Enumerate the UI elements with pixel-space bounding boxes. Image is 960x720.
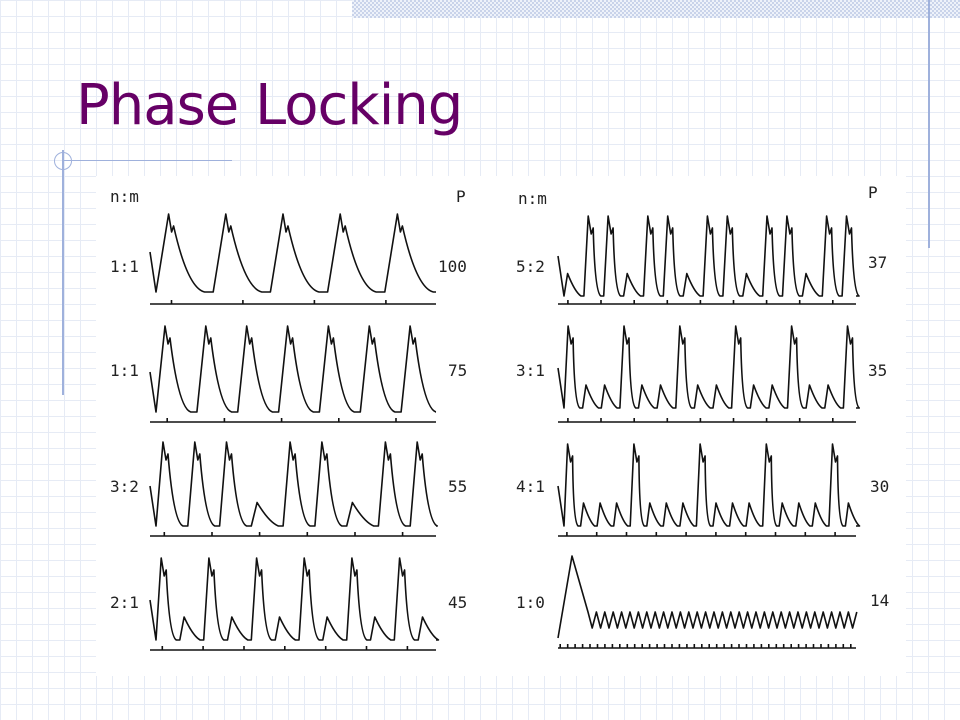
left-row-3-p: 55	[448, 477, 467, 496]
right-row-3-ratio: 4:1	[516, 477, 545, 496]
right-row-4-p: 14	[870, 591, 889, 610]
left-row-1-ratio: 1:1	[110, 257, 139, 276]
left-row-2-trace	[149, 325, 437, 413]
right-row-2-p: 35	[868, 361, 887, 380]
header-decor-band	[352, 0, 960, 18]
left-row-1-p: 100	[438, 257, 467, 276]
traces-canvas: n:m P 1:1 100 1:1 75 3:2 55 2:1 45 n:m	[110, 183, 889, 651]
right-row-4-ratio: 1:0	[516, 593, 545, 612]
left-header-ratio: n:m	[110, 187, 139, 206]
left-row-4-trace	[149, 557, 440, 641]
right-row-3: 4:1 30	[516, 443, 889, 537]
left-row-2-p: 75	[448, 361, 467, 380]
right-header-p: P	[868, 183, 878, 202]
right-row-4-trace	[557, 555, 858, 639]
slide-title: Phase Locking	[76, 73, 463, 138]
left-row-2: 1:1 75	[110, 325, 467, 423]
left-row-1-trace	[149, 213, 436, 293]
title-bullet-circle	[54, 152, 72, 170]
right-row-2-baseline	[558, 418, 856, 423]
left-decor-line	[62, 150, 64, 395]
left-row-3-trace	[149, 441, 438, 527]
right-row-1-trace	[557, 215, 860, 297]
right-row-3-p: 30	[870, 477, 889, 496]
left-row-3-baseline	[150, 532, 436, 537]
right-row-4-baseline	[558, 644, 856, 649]
title-underline	[62, 160, 232, 161]
right-row-1: 5:2 37	[516, 215, 887, 305]
right-row-2-trace	[557, 325, 860, 409]
phase-locking-figure: n:m P 1:1 100 1:1 75 3:2 55 2:1 45 n:m	[96, 176, 906, 676]
right-row-1-p: 37	[868, 253, 887, 272]
left-row-1-baseline	[150, 300, 436, 305]
right-decor-line	[928, 0, 930, 248]
right-row-2: 3:1 35	[516, 325, 887, 423]
right-row-1-baseline	[558, 300, 856, 305]
left-header-p: P	[456, 187, 466, 206]
left-row-4-baseline	[150, 646, 436, 651]
left-row-4-ratio: 2:1	[110, 593, 139, 612]
left-row-2-baseline	[150, 418, 436, 423]
right-header-ratio: n:m	[518, 189, 547, 208]
left-row-2-ratio: 1:1	[110, 361, 139, 380]
right-row-4: 1:0 14	[516, 555, 889, 649]
right-row-3-baseline	[558, 532, 856, 537]
right-row-2-ratio: 3:1	[516, 361, 545, 380]
right-row-3-trace	[557, 443, 861, 527]
right-row-1-ratio: 5:2	[516, 257, 545, 276]
left-row-1: 1:1 100	[110, 213, 467, 305]
left-row-4: 2:1 45	[110, 557, 467, 651]
left-row-3-ratio: 3:2	[110, 477, 139, 496]
left-row-3: 3:2 55	[110, 441, 467, 537]
left-row-4-p: 45	[448, 593, 467, 612]
